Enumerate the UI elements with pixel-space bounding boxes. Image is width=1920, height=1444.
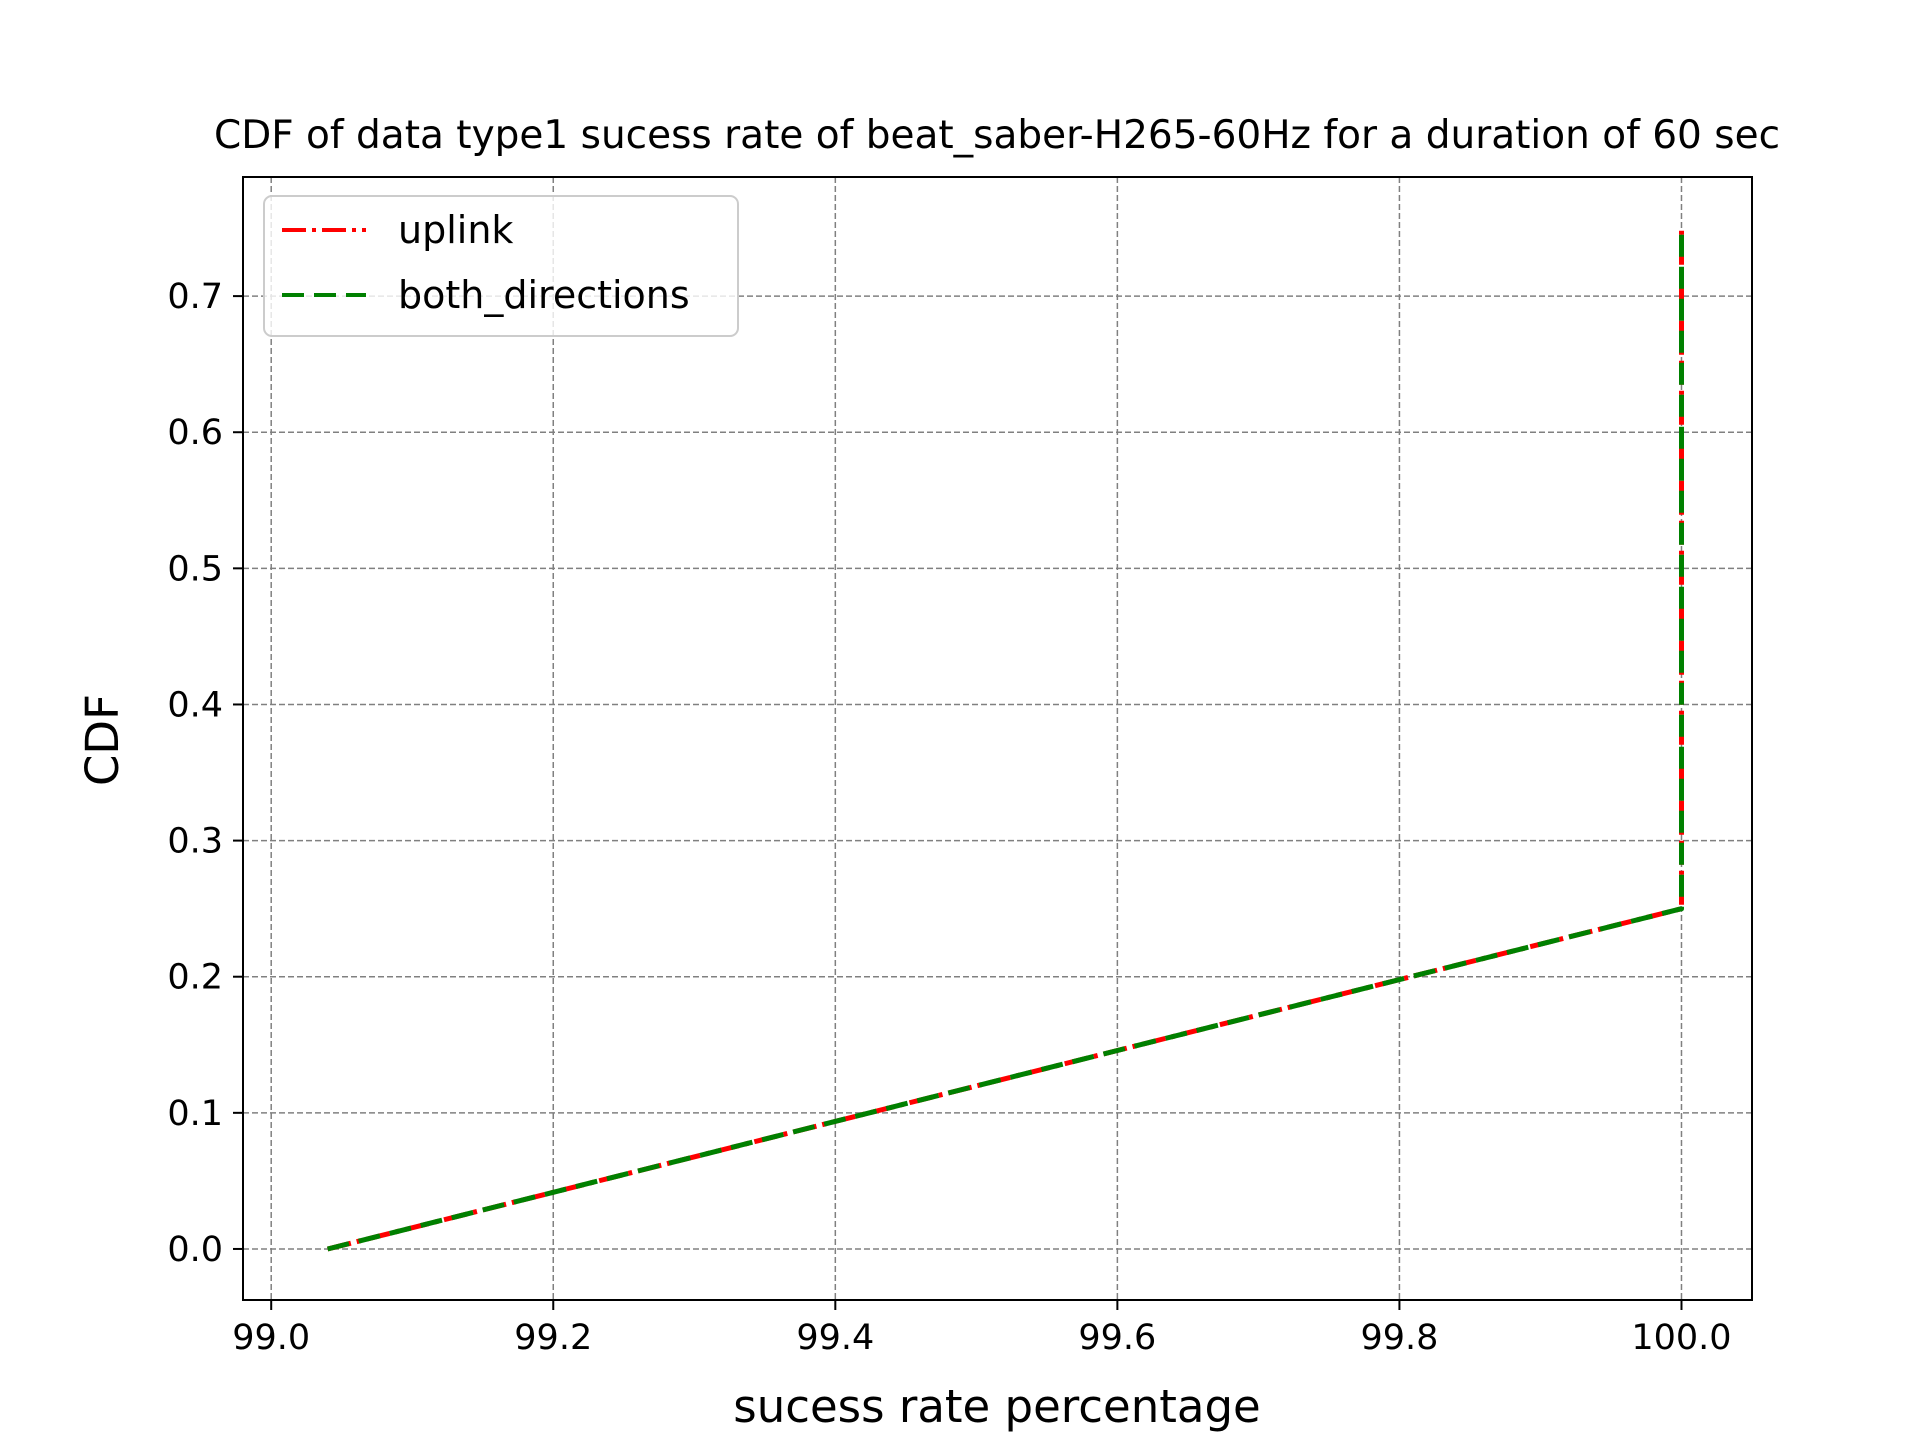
x-tick-label: 99.8	[1360, 1318, 1438, 1358]
x-tick-label: 100.0	[1631, 1318, 1731, 1358]
legend-box	[263, 195, 739, 337]
x-tick-label: 99.0	[232, 1318, 310, 1358]
x-tick-label: 99.6	[1078, 1318, 1156, 1358]
y-tick-label: 0.1	[167, 1094, 223, 1134]
y-tick-label: 0.7	[167, 277, 223, 317]
x-axis-label: sucess rate percentage	[733, 1380, 1260, 1433]
series-layer	[326, 228, 1684, 1252]
y-tick-label: 0.0	[167, 1230, 223, 1270]
y-tick-label: 0.3	[167, 822, 223, 862]
y-tick-label: 0.5	[167, 549, 223, 589]
x-tick-label: 99.4	[796, 1318, 874, 1358]
y-tick-label: 0.2	[167, 958, 223, 998]
tick-layer: 99.0 99.2 99.4 99.6 99.8 100.0 0.0 0.1 0.2 0.3 0.4…	[167, 277, 1731, 1358]
legend: uplink both_directions	[263, 195, 739, 337]
y-tick-label: 0.4	[167, 685, 223, 725]
chart-title: CDF of data type1 sucess rate of beat_sa…	[214, 113, 1780, 158]
legend-label-both-directions: both_directions	[398, 273, 690, 317]
legend-label-uplink: uplink	[398, 208, 513, 252]
series-line-both-directions	[326, 228, 1684, 1252]
axes-frame	[242, 176, 1753, 1301]
x-tick-label: 99.2	[514, 1318, 592, 1358]
series-line-uplink	[326, 228, 1684, 1252]
y-axis-label: CDF	[76, 694, 129, 786]
y-tick-label: 0.6	[167, 413, 223, 453]
